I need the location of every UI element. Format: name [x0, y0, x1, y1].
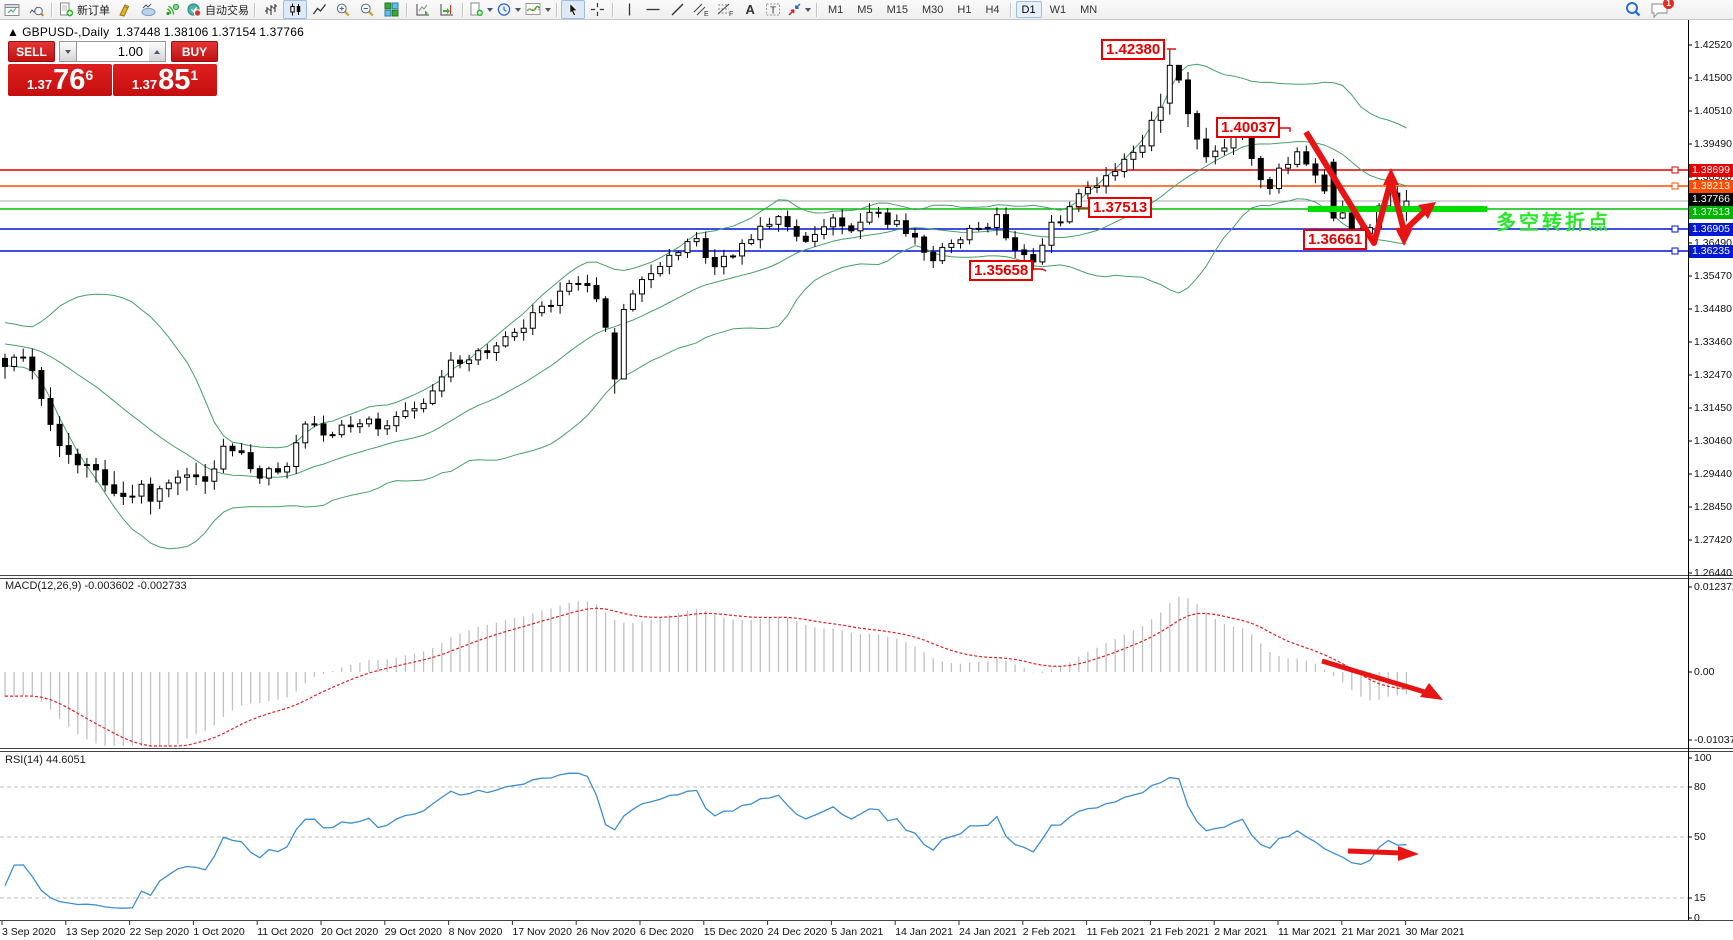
- text-letter: A: [745, 2, 755, 17]
- tf-d1-button[interactable]: D1: [1015, 1, 1042, 18]
- buy-price-base: 1.37: [131, 77, 158, 92]
- dropdown-caret: [487, 7, 493, 12]
- dropdown-caret: [805, 7, 811, 12]
- tf-h1-button[interactable]: H1: [957, 3, 972, 16]
- zoom-in-button[interactable]: [331, 0, 355, 19]
- toolbar-separator: [816, 2, 818, 17]
- tf-h4-button[interactable]: H4: [985, 3, 1000, 16]
- styler-icon[interactable]: [112, 0, 136, 19]
- buy-price-display[interactable]: 1.37 85 1: [113, 64, 217, 96]
- channel-letter: E: [704, 11, 709, 17]
- toolbar: 新订单 自动交易: [0, 0, 1733, 20]
- toolbar-separator: [51, 2, 53, 17]
- crosshair-tool-button[interactable]: [585, 0, 609, 19]
- chart-window-icon[interactable]: [0, 0, 24, 19]
- bar-chart-type-button[interactable]: [259, 0, 283, 19]
- period-clock-dropdown[interactable]: [495, 0, 523, 19]
- tf-mn-button[interactable]: MN: [1080, 3, 1098, 16]
- fibo-letter: F: [729, 11, 733, 17]
- candle-chart-type-button[interactable]: [283, 0, 307, 19]
- horizontal-line-tool[interactable]: [641, 0, 665, 19]
- toolbar-separator: [254, 2, 256, 17]
- collapse-panel-icon[interactable]: ▲: [7, 25, 20, 39]
- volume-increase-button[interactable]: [149, 41, 166, 62]
- symbol-period-label: GBPUSD-,Daily: [22, 25, 110, 39]
- new-order-dropdown[interactable]: [467, 0, 495, 19]
- pivot-annotation-text[interactable]: 多空转折点: [1496, 212, 1611, 234]
- signal-icon[interactable]: [160, 0, 184, 19]
- sell-button[interactable]: SELL: [8, 41, 55, 62]
- price-callout-137513[interactable]: 1.37513: [1088, 197, 1153, 218]
- autotrade-button[interactable]: 自动交易: [184, 0, 251, 19]
- sell-price-base: 1.37: [26, 77, 53, 92]
- buy-price-point: 1: [190, 67, 199, 83]
- dropdown-caret: [515, 7, 521, 12]
- search-icon[interactable]: [1621, 0, 1645, 19]
- quote-open: 1.37448: [115, 25, 161, 39]
- auto-scroll-button[interactable]: [411, 0, 435, 19]
- volume-input[interactable]: 1.00: [77, 41, 149, 62]
- sell-price-point: 6: [85, 67, 94, 83]
- equidistant-channel-tool[interactable]: E: [689, 0, 713, 19]
- one-click-trade-panel: SELL 1.00 BUY 1.37 76 6 1.37 85 1: [8, 41, 221, 96]
- chat-unread-badge: 1: [1663, 0, 1674, 9]
- price-tag-resistance2: 1.38213: [1689, 180, 1733, 193]
- chat-icon[interactable]: 1: [1645, 0, 1674, 19]
- new-order-label: 新订单: [77, 4, 110, 17]
- chart-profile-icon[interactable]: [136, 0, 160, 19]
- arrows-tool-dropdown[interactable]: [785, 0, 813, 19]
- tf-w1-button[interactable]: W1: [1049, 3, 1067, 16]
- price-tag-pivot: 1.37513: [1689, 206, 1733, 219]
- toolbar-separator: [556, 2, 558, 17]
- autotrade-label: 自动交易: [205, 4, 249, 17]
- dropdown-caret: [545, 7, 551, 12]
- toolbar-separator: [406, 2, 408, 17]
- chart-shift-button[interactable]: [435, 0, 459, 19]
- quote-line: ▲ GBPUSD-,Daily 1.37448 1.38106 1.37154 1.37…: [7, 25, 307, 39]
- zoom-out-button[interactable]: [355, 0, 379, 19]
- quote-high: 1.38106: [163, 25, 209, 39]
- cursor-tool-button[interactable]: [561, 0, 585, 19]
- toolbar-separator: [1009, 2, 1012, 17]
- price-callout-142380[interactable]: 1.42380: [1101, 39, 1166, 60]
- tf-m30-button[interactable]: M30: [921, 3, 944, 16]
- tf-m15-button[interactable]: M15: [886, 3, 908, 16]
- tf-m5-button[interactable]: M5: [857, 3, 873, 16]
- tf-m1-button[interactable]: M1: [828, 3, 844, 16]
- price-callout-140037[interactable]: 1.40037: [1216, 117, 1281, 138]
- price-tag-current-bid: 1.37766: [1689, 193, 1733, 206]
- price-callout-135658[interactable]: 1.35658: [969, 260, 1034, 281]
- toolbar-separator: [462, 2, 464, 17]
- tile-windows-button[interactable]: [379, 0, 403, 19]
- indicators-dropdown[interactable]: [523, 0, 553, 19]
- buy-button[interactable]: BUY: [171, 41, 218, 62]
- quote-low: 1.37154: [211, 25, 257, 39]
- market-watch-icon[interactable]: [24, 0, 48, 19]
- vertical-line-tool[interactable]: [617, 0, 641, 19]
- toolbar-separator: [612, 2, 614, 17]
- price-callout-136661[interactable]: 1.36661: [1303, 229, 1368, 250]
- trendline-tool[interactable]: [665, 0, 689, 19]
- text-tool[interactable]: A: [737, 0, 761, 19]
- sell-price-pips: 76: [53, 64, 86, 96]
- rsi-label: RSI(14) 44.6051: [5, 754, 86, 766]
- price-tag-resistance1: 1.38699: [1689, 164, 1733, 177]
- label-letter: T: [770, 6, 776, 17]
- label-tool[interactable]: T: [761, 0, 785, 19]
- price-tag-support2: 1.36235: [1689, 245, 1733, 258]
- macd-label: MACD(12,26,9) -0.003602 -0.002733: [5, 580, 187, 592]
- fibonacci-tool[interactable]: F: [713, 0, 737, 19]
- sell-price-display[interactable]: 1.37 76 6: [8, 64, 112, 96]
- line-chart-type-button[interactable]: [307, 0, 331, 19]
- quote-close: 1.37766: [259, 25, 305, 39]
- new-order-button[interactable]: 新订单: [56, 0, 112, 19]
- volume-decrease-button[interactable]: [59, 41, 77, 62]
- buy-price-pips: 85: [158, 64, 191, 96]
- price-tag-support1: 1.36905: [1689, 223, 1733, 236]
